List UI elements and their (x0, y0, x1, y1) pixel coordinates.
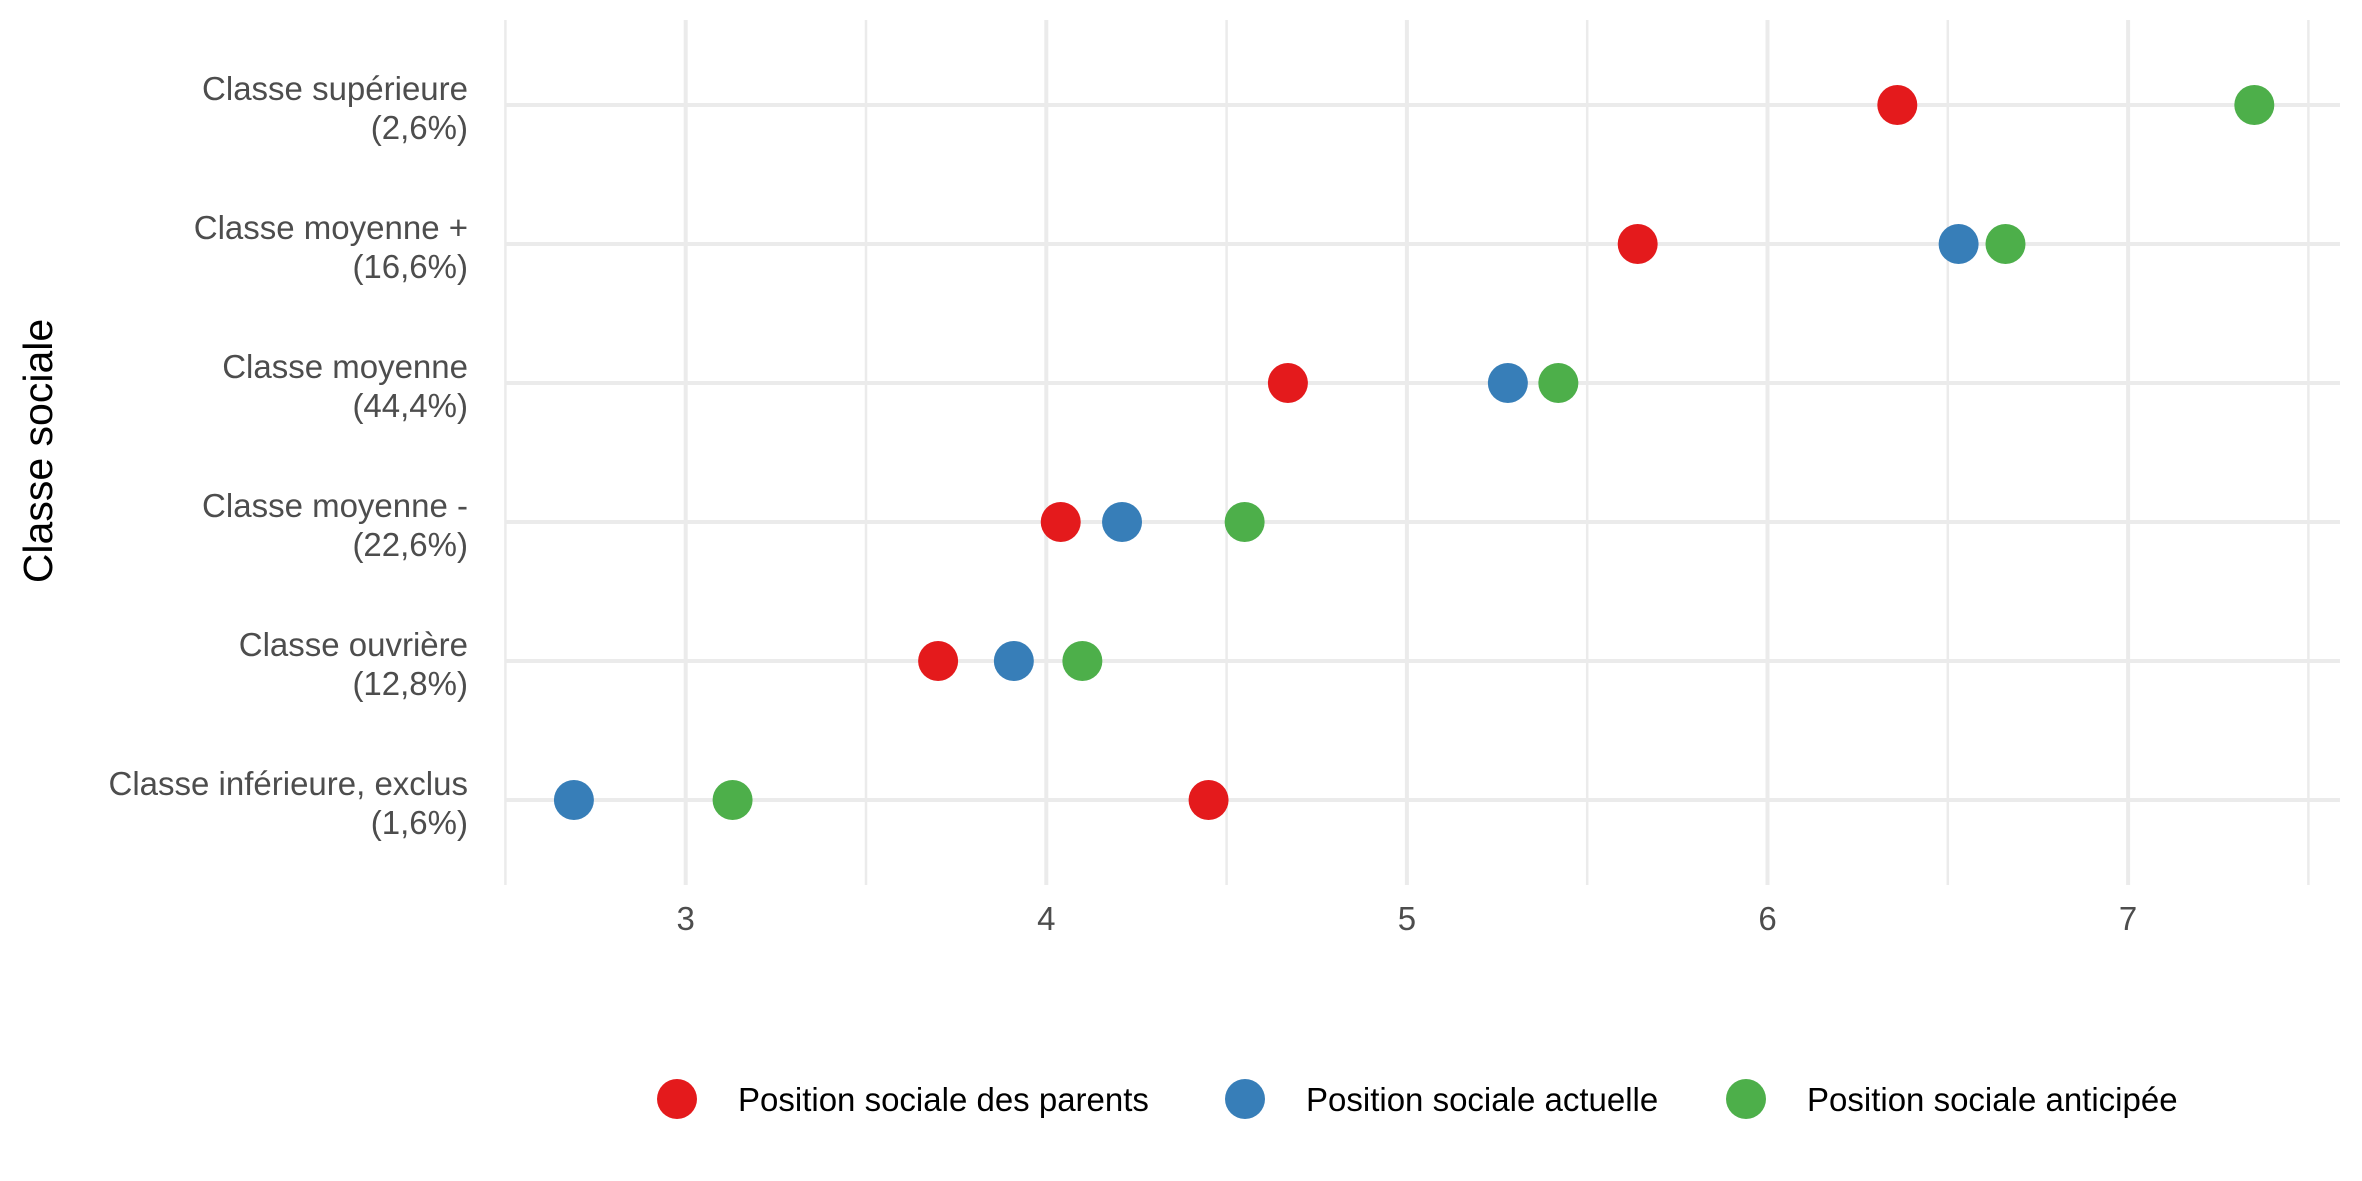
data-point (712, 780, 753, 820)
legend-label: Position sociale anticipée (1807, 1081, 2178, 1118)
data-point (1062, 641, 1103, 681)
data-point (993, 641, 1034, 681)
data-point (1267, 363, 1308, 403)
x-tick-labels: 3 4 5 6 7 (677, 900, 2138, 937)
data-point (1938, 224, 1979, 264)
data-point (1487, 363, 1528, 403)
x-tick-label: 5 (1398, 900, 1416, 937)
y-tick-label-line: (16,6%) (352, 248, 468, 285)
y-tick-label-line: Classe inférieure, exclus (109, 765, 469, 802)
y-tick-label-line: (44,4%) (352, 387, 468, 424)
legend-label: Position sociale des parents (738, 1081, 1149, 1118)
data-point (1102, 502, 1143, 542)
x-tick-label: 4 (1037, 900, 1055, 937)
grid-lines (504, 20, 2340, 885)
y-tick-label-line: Classe ouvrière (239, 626, 468, 663)
y-tick-label-line: (22,6%) (352, 526, 468, 563)
data-point (918, 641, 959, 681)
x-tick-label: 7 (2119, 900, 2137, 937)
data-point (2234, 85, 2275, 125)
data-point (1617, 224, 1658, 264)
y-tick-label-line: Classe supérieure (202, 70, 468, 107)
y-tick-label-line: (1,6%) (371, 804, 468, 841)
y-tick-label-line: (2,6%) (371, 109, 468, 146)
data-point (1538, 363, 1579, 403)
data-point (1985, 224, 2026, 264)
legend-key (657, 1079, 697, 1119)
y-tick-label: Classe moyenne -(22,6%) (202, 487, 468, 563)
y-tick-label: Classe inférieure, exclus (1,6%) (109, 765, 469, 841)
y-tick-label-line: Classe moyenne - (202, 487, 468, 524)
data-point (1224, 502, 1265, 542)
y-tick-label: Classe supérieure (2,6%) (202, 70, 468, 146)
y-tick-label: Classe moyenne (44,4%) (222, 348, 468, 424)
legend-key (1225, 1079, 1265, 1119)
legend-key (1726, 1079, 1766, 1119)
legend: Position sociale des parents Position soc… (657, 1079, 2178, 1119)
y-tick-label-line: Classe moyenne + (194, 209, 468, 246)
data-point (1188, 780, 1229, 820)
x-tick-label: 3 (677, 900, 695, 937)
x-tick-label: 6 (1758, 900, 1776, 937)
data-point (1877, 85, 1918, 125)
y-tick-label: Classe ouvrière (12,8%) (239, 626, 468, 702)
y-axis-title: Classe sociale (15, 319, 61, 583)
y-tick-label-line: (12,8%) (352, 665, 468, 702)
data-point (553, 780, 594, 820)
legend-label: Position sociale actuelle (1306, 1081, 1658, 1118)
data-points (553, 85, 2275, 820)
data-point (1040, 502, 1081, 542)
y-tick-label-line: Classe moyenne (222, 348, 468, 385)
y-tick-label: Classe moyenne + (16,6%) (194, 209, 468, 285)
y-tick-labels: Classe inférieure, exclus (1,6%) Classe ou… (109, 70, 469, 841)
